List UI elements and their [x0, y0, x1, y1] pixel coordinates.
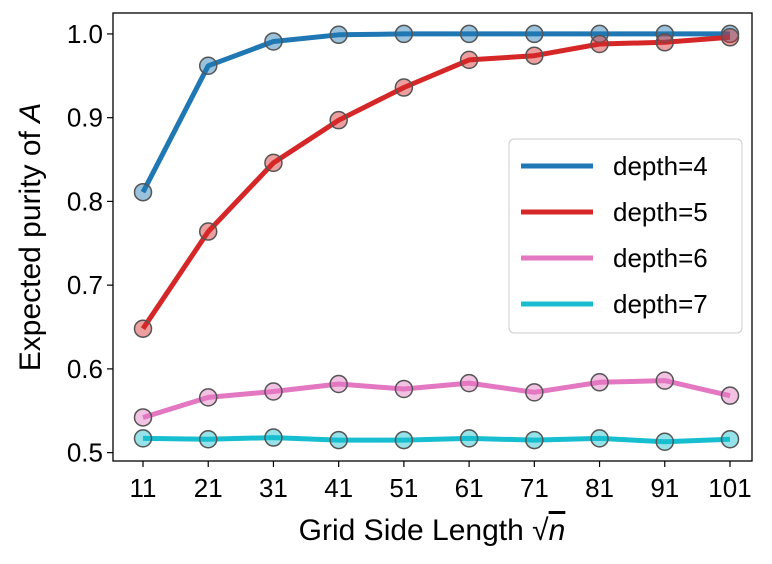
data-point: [459, 429, 479, 448]
data-point: [459, 373, 479, 393]
data-point: [394, 24, 414, 44]
data-point: [720, 429, 740, 449]
x-tick-label: 71: [520, 473, 549, 503]
series-line-depth-7: [142, 435, 731, 445]
chart-marks: [133, 24, 740, 451]
x-tick-label: 11: [130, 473, 157, 503]
data-point: [459, 50, 479, 70]
data-point: [720, 28, 740, 47]
y-tick-label: 1.0: [67, 19, 103, 49]
y-tick-label: 0.8: [67, 186, 103, 216]
x-tick-label: 51: [389, 473, 418, 503]
data-point: [329, 110, 348, 130]
data-point: [198, 388, 218, 407]
data-point: [394, 430, 414, 450]
x-tick-label: 81: [585, 473, 614, 503]
data-point: [264, 428, 283, 447]
data-point: [655, 33, 675, 52]
data-point: [655, 432, 675, 451]
data-point: [329, 374, 348, 394]
data-point: [590, 24, 609, 44]
x-tick-label: 31: [259, 473, 288, 503]
data-point: [525, 430, 544, 450]
x-axis: 11 21 31 41 51 61 71 81 91 101: [130, 461, 752, 503]
data-point: [525, 383, 544, 402]
data-point: [394, 379, 414, 399]
data-point: [655, 371, 675, 390]
y-axis: 0.5 0.6 0.7 0.8 0.9 1.0: [67, 19, 113, 468]
y-axis-label: Expected purity of A: [14, 103, 47, 371]
plot-frame: [112, 12, 753, 462]
y-axis-label-var: A: [14, 103, 47, 125]
data-point: [264, 32, 283, 51]
x-tick-label: 91: [650, 473, 679, 503]
x-axis-label-var: n: [549, 514, 566, 547]
data-point: [198, 222, 218, 241]
legend-label: depth=5: [613, 197, 708, 227]
data-point: [133, 319, 153, 338]
x-axis-label-main: Grid Side Length: [299, 514, 532, 547]
x-tick-label: 101: [708, 473, 751, 503]
data-point: [133, 182, 153, 202]
data-point: [198, 56, 218, 76]
data-point: [329, 25, 348, 45]
legend-label: depth=7: [613, 289, 708, 319]
data-point: [459, 24, 479, 44]
x-tick-label: 61: [455, 473, 484, 503]
legend-label: depth=4: [613, 151, 708, 181]
legend-label: depth=6: [613, 243, 708, 273]
data-point: [264, 153, 283, 173]
data-point: [264, 382, 283, 401]
data-point: [720, 386, 740, 405]
series-line-depth-4: [140, 31, 730, 194]
data-point: [590, 429, 609, 448]
x-axis-label: Grid Side Length √n: [299, 514, 566, 547]
data-point: [525, 46, 544, 65]
y-tick-label: 0.6: [67, 354, 103, 384]
y-tick-label: 0.7: [67, 270, 103, 300]
data-point: [198, 429, 218, 449]
data-point: [394, 78, 414, 97]
data-point: [133, 429, 153, 448]
x-tick-label: 21: [194, 473, 223, 503]
y-tick-label: 0.9: [67, 103, 103, 133]
series-line-depth-5: [140, 34, 731, 331]
y-tick-label: 0.5: [67, 438, 103, 468]
data-point: [133, 408, 153, 427]
data-point: [590, 373, 609, 392]
data-point: [590, 34, 609, 54]
series-line-depth-6: [142, 378, 731, 420]
legend-frame: [508, 138, 743, 334]
legend: depth=4 depth=5 depth=6 depth=7: [508, 138, 743, 334]
x-axis-label-sqrt: √: [532, 514, 549, 547]
x-tick-label: 41: [324, 473, 353, 503]
data-point: [329, 430, 348, 450]
y-axis-label-main: Expected purity of: [14, 123, 47, 371]
data-point: [525, 24, 544, 44]
